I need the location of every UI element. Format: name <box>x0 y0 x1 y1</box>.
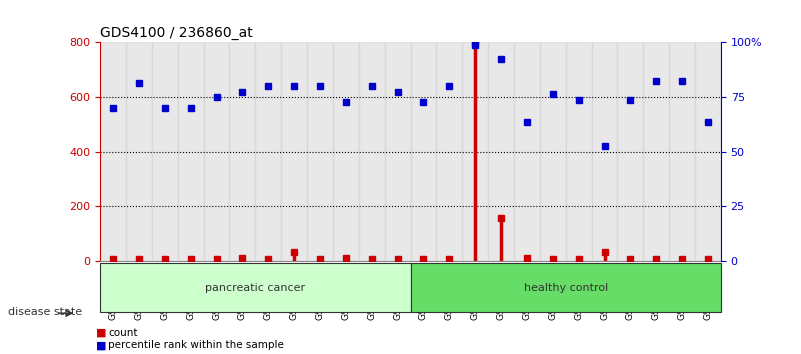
Bar <box>256 42 281 261</box>
Bar <box>410 42 437 261</box>
FancyBboxPatch shape <box>100 263 410 312</box>
Bar <box>488 42 514 261</box>
Bar <box>437 42 462 261</box>
Text: healthy control: healthy control <box>524 283 608 293</box>
Bar <box>359 42 384 261</box>
Bar <box>281 42 307 261</box>
Bar <box>203 42 229 261</box>
Text: percentile rank within the sample: percentile rank within the sample <box>108 340 284 350</box>
Bar <box>229 42 256 261</box>
Bar <box>152 42 178 261</box>
Bar <box>643 42 669 261</box>
Bar <box>100 42 126 261</box>
Text: count: count <box>108 328 138 338</box>
Bar <box>592 42 618 261</box>
Text: disease state: disease state <box>8 307 83 316</box>
FancyBboxPatch shape <box>410 263 721 312</box>
Bar <box>384 42 410 261</box>
Bar <box>514 42 540 261</box>
Text: pancreatic cancer: pancreatic cancer <box>205 283 305 293</box>
Bar <box>695 42 721 261</box>
Bar <box>462 42 488 261</box>
Bar <box>178 42 203 261</box>
Text: ■: ■ <box>96 328 107 338</box>
Bar <box>126 42 152 261</box>
Text: GDS4100 / 236860_at: GDS4100 / 236860_at <box>100 26 253 40</box>
Bar <box>566 42 592 261</box>
Bar <box>333 42 359 261</box>
Bar <box>618 42 643 261</box>
Bar <box>307 42 333 261</box>
Bar <box>669 42 695 261</box>
Bar <box>540 42 566 261</box>
Text: ■: ■ <box>96 340 107 350</box>
